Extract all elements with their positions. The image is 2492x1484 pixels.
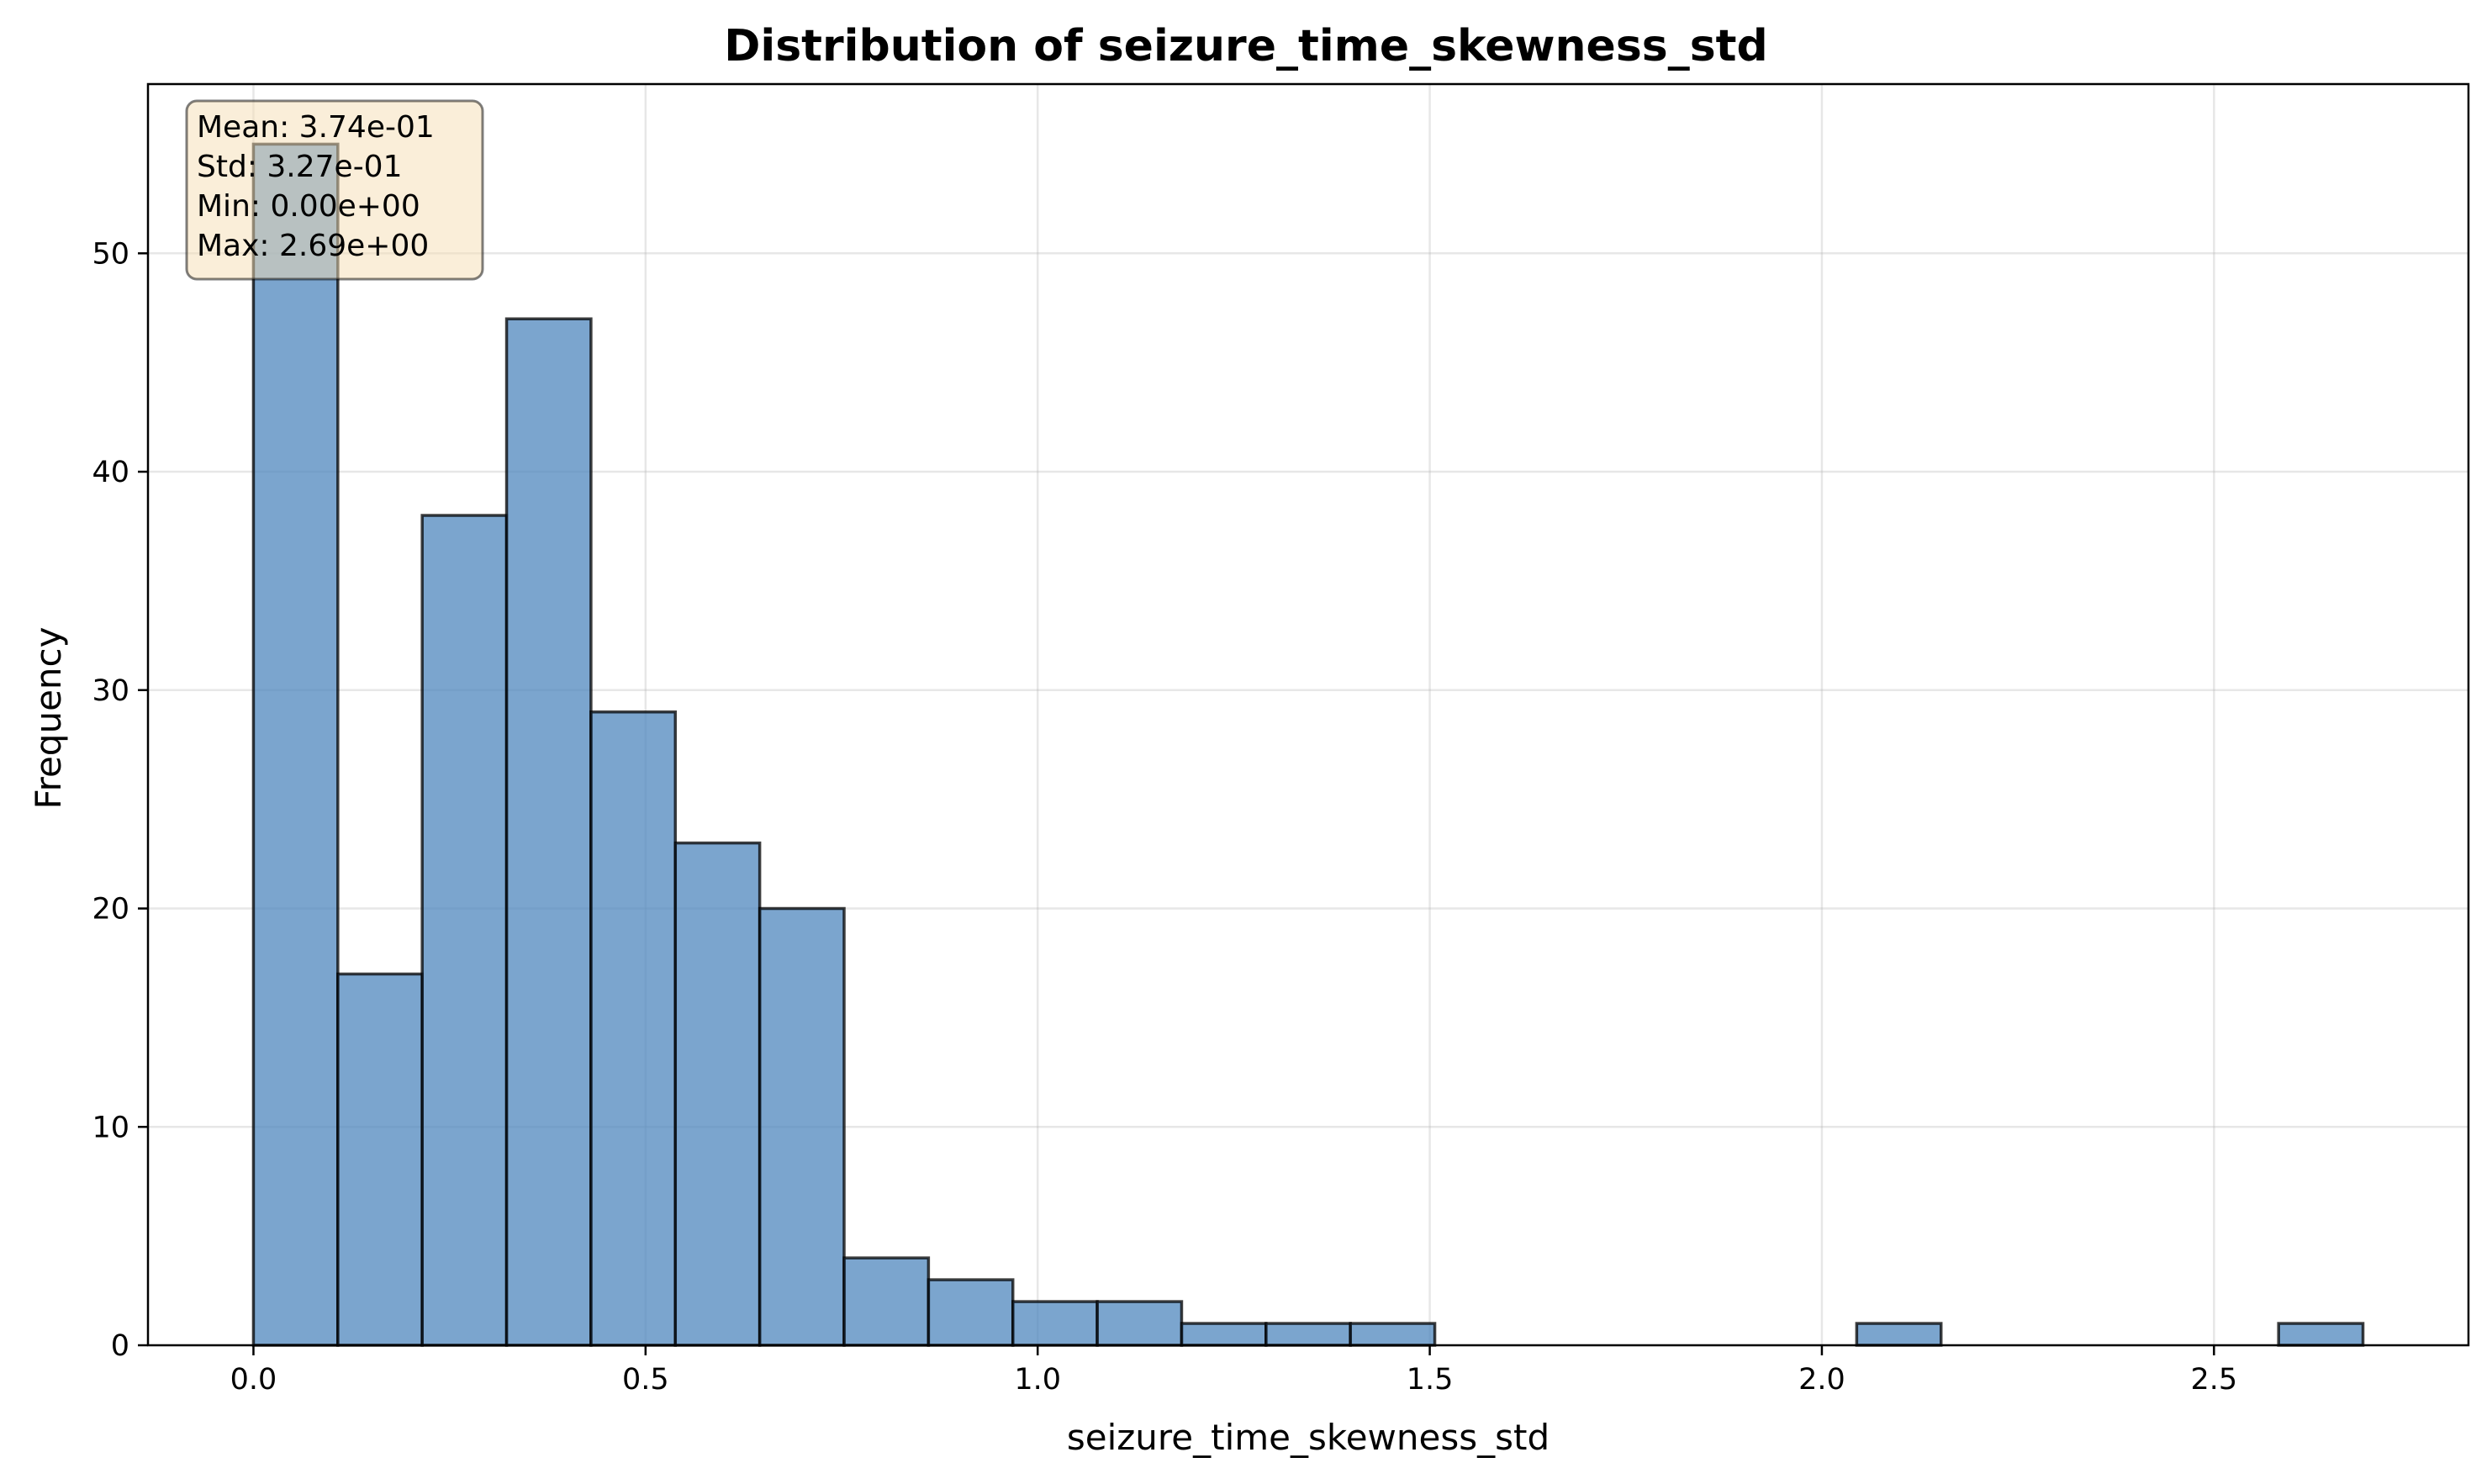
tick-labels: 0.0 0.5 1.0 1.5 2.0 2.5 0 10 20 30 40 50: [92, 237, 2237, 1397]
histogram-bar: [336, 972, 424, 1347]
x-tick-label: 2.0: [1798, 1363, 1845, 1397]
histogram-bar: [1264, 1322, 1352, 1347]
histogram-bar: [2277, 1322, 2365, 1347]
histogram-bar: [589, 710, 678, 1347]
histogram-bar: [1855, 1322, 1943, 1347]
stats-max: Max: 2.69e+00: [197, 229, 429, 263]
axes: [146, 82, 2470, 1347]
y-tick-label: 50: [92, 237, 129, 271]
histogram-bar: [842, 1256, 931, 1347]
x-tick-label: 0.0: [230, 1363, 277, 1397]
x-tick-label: 1.5: [1407, 1363, 1454, 1397]
y-tick-label: 40: [92, 456, 129, 489]
y-tick-label: 20: [92, 893, 129, 927]
stats-min: Min: 0.00e+00: [197, 189, 420, 224]
y-tick-label: 30: [92, 674, 129, 708]
histogram-bar: [420, 514, 509, 1347]
histogram-bar: [1011, 1300, 1099, 1347]
stats-std: Std: 3.27e-01: [197, 150, 403, 184]
plot-frame: [146, 82, 2470, 1347]
histogram-bar: [1349, 1322, 1437, 1347]
y-axis-label: Frequency: [28, 627, 69, 810]
chart-title: Distribution of seizure_time_skewness_st…: [724, 21, 1768, 71]
histogram-bar: [927, 1278, 1015, 1347]
histogram-bar: [758, 906, 846, 1347]
histogram-bar: [1096, 1300, 1184, 1347]
x-axis-label: seizure_time_skewness_std: [1067, 1417, 1550, 1458]
histogram-bar: [504, 317, 593, 1347]
x-tick-label: 2.5: [2190, 1363, 2237, 1397]
histogram-bar: [1180, 1322, 1268, 1347]
y-tick-label: 10: [92, 1111, 129, 1144]
stats-box: Mean: 3.74e-01 Std: 3.27e-01 Min: 0.00e+…: [185, 99, 484, 281]
stats-box-background: [185, 99, 484, 281]
stats-mean: Mean: 3.74e-01: [197, 110, 435, 145]
histogram-bars: [251, 142, 2365, 1347]
histogram-bar: [673, 841, 762, 1347]
y-tick-label: 0: [111, 1329, 129, 1363]
histogram-bar: [251, 142, 340, 1347]
x-tick-label: 1.0: [1014, 1363, 1061, 1397]
x-tick-label: 0.5: [622, 1363, 669, 1397]
